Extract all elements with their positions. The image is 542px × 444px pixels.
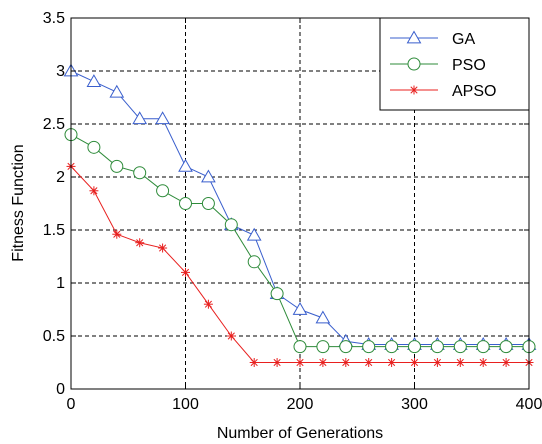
pso-point xyxy=(224,218,238,232)
apso-point xyxy=(387,358,397,367)
legend-item-ga: GA xyxy=(390,30,475,48)
apso-point xyxy=(249,358,259,367)
ga-point xyxy=(201,169,216,183)
legend-label-apso: APSO xyxy=(452,83,496,100)
y-tick-label: 0 xyxy=(56,381,65,398)
pso-point xyxy=(339,340,353,354)
pso-point xyxy=(408,340,421,354)
ga-point xyxy=(292,301,308,315)
y-tick-label: 3 xyxy=(56,63,65,80)
y-tick-label: 2 xyxy=(56,169,65,186)
x-tick-label: 300 xyxy=(401,396,428,413)
pso-point xyxy=(179,197,192,210)
legend-label-pso: PSO xyxy=(452,57,486,74)
apso-point xyxy=(432,358,442,367)
ga-point xyxy=(109,84,125,98)
x-axis-label: Number of Generations xyxy=(217,425,383,442)
y-axis-label: Fitness Function xyxy=(10,144,27,261)
apso-point xyxy=(181,267,190,277)
apso-point xyxy=(89,186,99,196)
x-tick-label: 200 xyxy=(287,396,314,413)
apso-point xyxy=(341,358,351,367)
apso-point xyxy=(158,243,168,253)
legend-marker-ga xyxy=(406,30,422,44)
ga-point xyxy=(315,310,331,324)
y-tick-label: 0.5 xyxy=(43,328,65,345)
ga-point xyxy=(132,111,148,125)
pso-point xyxy=(156,184,170,198)
apso-point xyxy=(364,358,374,367)
pso-point xyxy=(247,255,261,269)
apso-point xyxy=(318,358,328,367)
legend-marker-apso xyxy=(409,85,419,95)
pso-point xyxy=(87,140,101,154)
legend: GA PSO APSO xyxy=(379,17,530,111)
pso-point xyxy=(316,340,330,354)
x-tick-label: 0 xyxy=(67,396,76,413)
apso-point xyxy=(478,358,488,367)
legend-label-ga: GA xyxy=(452,31,475,48)
legend-marker-pso xyxy=(407,57,421,71)
legend-item-pso: PSO xyxy=(390,57,486,74)
x-tick-label: 400 xyxy=(516,396,542,413)
pso-point xyxy=(201,197,215,210)
legend-item-apso: APSO xyxy=(390,83,496,100)
y-tick-label: 1 xyxy=(56,275,65,292)
y-tick-label: 3.5 xyxy=(43,10,65,27)
apso-point xyxy=(272,358,282,367)
y-tick-label: 2.5 xyxy=(43,116,65,133)
pso-point xyxy=(110,159,124,173)
pso-point xyxy=(133,166,147,180)
x-tick-label: 100 xyxy=(172,396,199,413)
apso-point xyxy=(501,358,511,367)
apso-point xyxy=(203,299,213,309)
apso-point xyxy=(226,331,236,341)
apso-point xyxy=(455,358,465,367)
tick-layer: 0 100 200 300 400 0 0.5 1 1.5 2 2.5 3 3.5 xyxy=(43,10,542,413)
pso-point xyxy=(362,340,376,354)
pso-point xyxy=(453,340,467,354)
series-layer xyxy=(63,63,537,367)
pso-point xyxy=(430,340,444,354)
apso-point xyxy=(295,358,305,367)
apso-point xyxy=(112,229,122,239)
ga-point xyxy=(178,158,193,172)
pso-point xyxy=(476,340,490,354)
apso-point xyxy=(135,238,145,248)
pso-point xyxy=(270,287,284,301)
apso-point xyxy=(410,358,419,367)
pso-point xyxy=(293,340,307,354)
ga-point xyxy=(155,111,170,125)
ga-point xyxy=(246,227,262,241)
series-pso xyxy=(64,128,536,354)
y-tick-label: 1.5 xyxy=(43,222,65,239)
pso-point xyxy=(385,340,399,354)
ga-point xyxy=(86,74,102,87)
pso-point xyxy=(499,340,513,354)
